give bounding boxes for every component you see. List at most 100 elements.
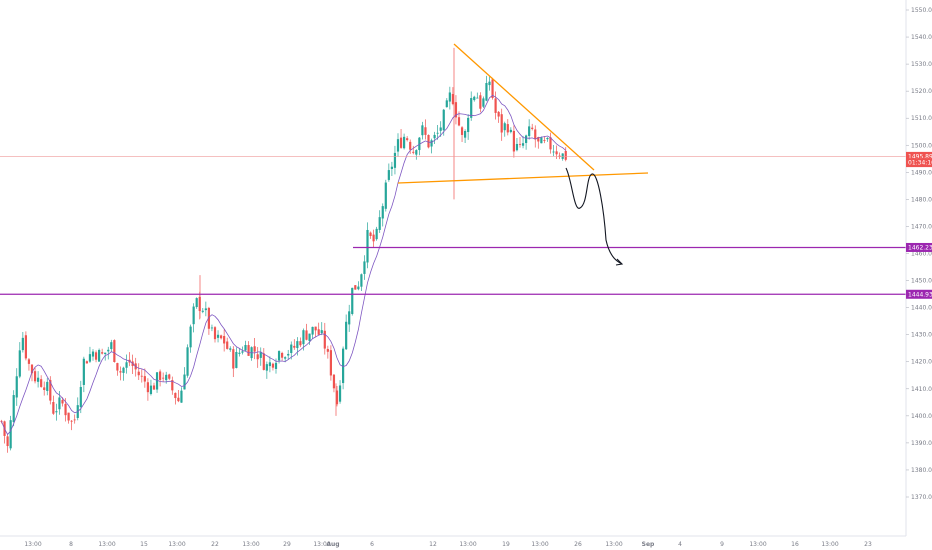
x-tick-label: 6 [370, 541, 374, 548]
y-tick-label: 1440.00 [911, 305, 932, 312]
x-tick-label: 13:00 [531, 541, 548, 548]
candle-body [448, 92, 451, 102]
candle-body [146, 382, 149, 393]
candle-body [61, 400, 64, 404]
candle-body [491, 79, 494, 98]
candle-body [390, 166, 393, 169]
y-tick-label: 1510.00 [911, 115, 932, 122]
x-tick-label: 13:00 [459, 541, 476, 548]
candle-body [445, 100, 448, 108]
y-tick-label: 1380.00 [911, 467, 932, 474]
projection-path [565, 167, 623, 265]
candle-body [174, 392, 177, 399]
candle-body [98, 349, 101, 362]
price-tag [906, 242, 932, 252]
candles-layer [0, 47, 567, 453]
candle-body [18, 350, 21, 377]
candle-body [317, 329, 320, 335]
projection-arrowhead [615, 258, 624, 266]
candle-body [277, 351, 281, 361]
candle-body [479, 95, 482, 109]
candle-body [64, 404, 67, 416]
x-tick-label: Aug [326, 541, 339, 548]
candle-body [287, 353, 290, 356]
candle-body [91, 351, 95, 357]
candle-body [540, 137, 543, 144]
y-tick-label: 1490.00 [911, 169, 932, 176]
x-tick-label: 4 [678, 541, 682, 548]
drawings-layer [0, 43, 906, 436]
candle-body [168, 374, 171, 379]
candle-body [528, 126, 531, 136]
candle-body [244, 344, 247, 351]
x-tick-label: 13:00 [24, 541, 41, 548]
y-tick-label: 1520.00 [911, 88, 932, 95]
candle-body [27, 359, 31, 364]
candle-body [192, 306, 195, 325]
candle-body [372, 234, 375, 242]
candle-body [82, 358, 85, 385]
y-tick-label: 1370.00 [911, 494, 932, 501]
candle-body [232, 349, 235, 369]
x-tick-label: 8 [69, 541, 73, 548]
candle-body [485, 82, 488, 101]
candle-body [113, 340, 116, 362]
candle-body [345, 321, 348, 350]
candle-body [253, 346, 256, 352]
y-tick-label: 1420.00 [911, 359, 932, 366]
x-tick-label: 13:00 [313, 541, 330, 548]
candle-body [409, 141, 412, 150]
candle-body [88, 354, 92, 362]
y-tick-label: 1480.00 [911, 196, 932, 203]
x-tick-label: 13:00 [168, 541, 185, 548]
candle-body [387, 170, 390, 180]
candle-body [110, 342, 113, 350]
candle-body [296, 341, 299, 349]
candle-body [235, 351, 238, 368]
candle-body [149, 385, 153, 395]
candle-body [162, 377, 165, 379]
candle-body [143, 376, 146, 382]
candle-body [207, 307, 210, 329]
candle-body [329, 350, 332, 376]
candle-body [229, 348, 232, 350]
candle-body [451, 94, 454, 105]
candle-body [107, 349, 110, 352]
y-tick-label: 1410.00 [911, 386, 932, 393]
y-tick-label: 1550.00 [911, 7, 932, 14]
candle-body [424, 127, 427, 135]
candle-body [58, 397, 61, 410]
candle-body [247, 345, 250, 356]
candle-body [171, 380, 174, 391]
candle-body [366, 229, 369, 263]
candle-body [363, 261, 366, 274]
candle-body [195, 298, 198, 308]
candle-body [518, 143, 522, 145]
candle-body [73, 419, 76, 421]
candle-body [357, 286, 360, 290]
candle-body [262, 353, 265, 370]
x-tick-label: 16 [791, 541, 799, 548]
candle-body [521, 143, 525, 146]
price-tag-label: 1495.89 [908, 153, 932, 160]
candle-body [165, 374, 168, 381]
candle-body [406, 138, 409, 141]
candle-body [427, 134, 430, 148]
candle-body [497, 111, 500, 117]
candle-body [537, 137, 540, 142]
candle-body [338, 385, 342, 402]
candle-body [531, 127, 534, 129]
candle-body [226, 341, 229, 349]
candle-body [122, 367, 125, 373]
candle-body [281, 352, 284, 358]
x-tick-label: 22 [211, 541, 219, 548]
candle-body [274, 362, 278, 369]
candle-body [369, 232, 372, 237]
candle-body [525, 135, 528, 144]
candle-body [396, 139, 400, 152]
candle-body [30, 364, 34, 374]
candle-body [265, 364, 268, 371]
y-tick-label: 1390.00 [911, 440, 932, 447]
candle-body [180, 390, 183, 403]
